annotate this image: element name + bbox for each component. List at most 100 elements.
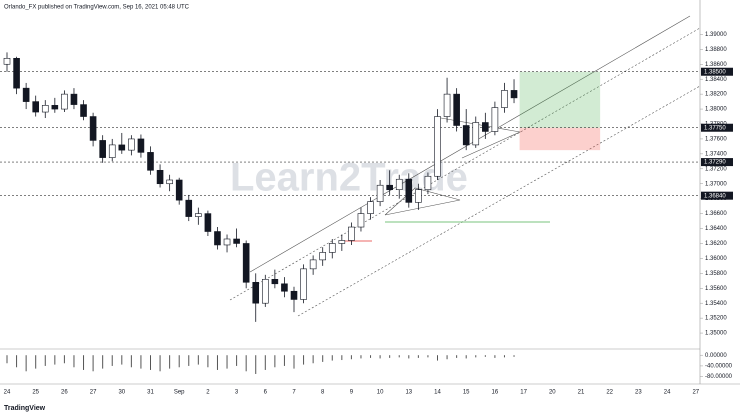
x-tick-label: 27 [692,390,699,396]
osc-bar [398,355,400,358]
osc-bar [92,355,94,372]
candle-body [252,281,260,304]
candle-body [300,268,307,300]
candle-body [281,283,288,292]
osc-tick-label: -80.00000 [705,374,733,380]
candle-body [491,107,499,132]
osc-bar [264,355,266,370]
level-tag [701,191,733,200]
x-tick-label: 13 [405,390,412,396]
level-label: 1.37750 [704,125,726,131]
candle-body [204,213,212,232]
osc-bar [427,355,429,358]
candle-body [214,231,221,246]
candle-body [261,279,269,304]
y-tick-label: 1.36400 [705,226,727,232]
osc-bar [475,355,477,358]
osc-bar [446,355,448,360]
y-tick-label: 1.35000 [705,331,727,337]
osc-bar [350,355,352,360]
candle-body [357,213,365,228]
candle-body [61,93,68,110]
osc-bar [389,355,391,358]
candle-body [118,144,126,151]
osc-bar [312,355,314,364]
candle-body [108,144,116,158]
osc-bar [150,355,151,370]
candle-body [501,90,508,108]
candle-body [434,116,441,177]
osc-bar [226,355,228,369]
osc-bar [197,355,199,365]
candle-body [482,122,489,132]
osc-bar [159,355,161,372]
candle-body [453,93,460,126]
candle-body [242,243,250,283]
level-label: 1.36840 [704,193,726,199]
osc-bar [484,355,486,357]
osc-bar [503,355,505,358]
y-tick-label: 1.37400 [705,151,727,157]
osc-bar [178,355,180,368]
x-tick-label: 2 [206,390,210,396]
drawings [229,15,701,317]
y-tick-label: 1.37600 [705,137,727,143]
level-label: 1.37290 [704,160,726,166]
x-tick-label: 17 [520,390,527,396]
x-tick-label: 24 [664,390,671,396]
osc-bar [140,355,142,369]
logo: TradingView [4,405,46,412]
y-tick-label: 1.38000 [705,107,727,113]
x-tick-label: 15 [463,390,470,396]
y-tick-label: 1.38400 [705,77,727,83]
y-tick-label: 1.36000 [705,256,727,262]
osc-bar [437,355,438,361]
osc-bar [35,355,37,369]
candle-body [319,252,327,261]
y-tick-label: 1.37000 [705,181,727,187]
candle-body [290,290,298,300]
chart-title: Orlando_FX published on TradingView.com,… [4,5,190,11]
candle-body [185,199,193,217]
candle-body [462,125,470,146]
x-tick-label: 21 [578,390,585,396]
y-tick-label: 1.37200 [705,166,727,172]
candle-body [3,57,11,65]
candle-body [271,279,279,285]
y-tick-label: 1.35400 [705,301,727,307]
osc-bar [408,355,410,359]
y-tick-label: 1.35200 [705,316,727,322]
x-tick-label: Sep [174,390,185,396]
y-tick-label: 1.35800 [705,271,727,277]
y-tick-label: 1.35600 [705,286,727,292]
x-tick-label: 31 [147,390,154,396]
candle-body [22,87,30,102]
x-tick-label: 25 [32,390,39,396]
candle-body [128,138,135,151]
candle-body [415,189,422,203]
y-tick-label: 1.38200 [705,92,727,98]
osc-bar [331,355,333,361]
osc-bar [236,355,238,366]
osc-bar [341,355,343,361]
candle-body [137,138,145,153]
osc-bar [121,355,123,365]
x-tick-label: 9 [350,390,354,396]
candle-body [386,184,393,191]
x-tick-label: 24 [4,390,11,396]
candle-body [70,93,78,105]
x-tick-label: 8 [321,390,325,396]
x-tick-label: 7 [292,390,296,396]
candle-body [405,178,413,203]
osc-bar [63,355,65,364]
candle-body [80,104,87,117]
osc-bar [255,355,257,374]
candle-body [338,240,346,244]
x-tick-label: 22 [606,390,613,396]
y-tick-label: 1.38600 [705,62,727,68]
candle-body [175,179,183,201]
osc-bar [322,355,324,362]
osc-bar [73,355,75,368]
osc-bar [417,355,419,358]
